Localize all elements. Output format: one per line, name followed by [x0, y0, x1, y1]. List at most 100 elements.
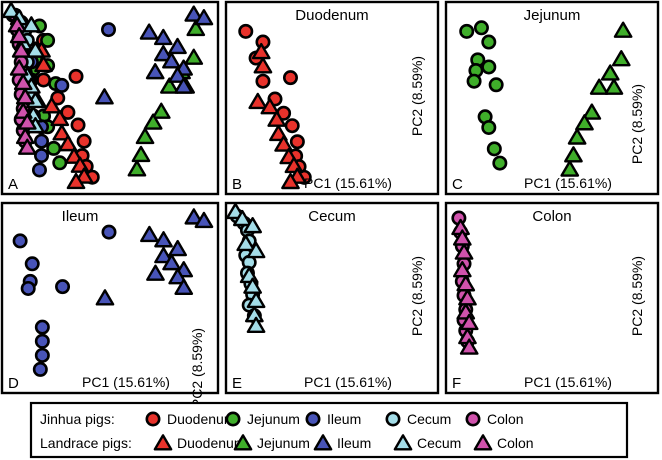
panel-title: Duodenum: [295, 7, 368, 24]
x-axis-label: PC1 (15.61%): [304, 175, 392, 191]
landrace-colon-point: [9, 27, 29, 44]
landrace-duodenum-point: [52, 124, 72, 141]
landrace-cecum-point: [246, 241, 266, 259]
landrace-cecum-point: [232, 209, 252, 227]
legend-entry-label: Jejunum: [247, 411, 300, 427]
landrace-duodenum-point: [251, 42, 271, 60]
legend-row-label: Landrace pigs:: [40, 435, 132, 451]
x-axis-label: PC1 (15.61%): [524, 374, 612, 390]
landrace-ileum-point: [146, 264, 165, 281]
landrace-jejunum-point: [143, 113, 163, 130]
panel-a: A: [0, 0, 220, 196]
jinhua-duodenum-point: [76, 133, 92, 149]
landrace-colon-point: [9, 59, 29, 76]
landrace-ileum-point: [184, 208, 204, 225]
jinhua-jejunum-point: [488, 77, 504, 93]
jinhua-ileum-point: [31, 162, 47, 178]
panel-title: Jejunum: [524, 7, 581, 24]
panel-title: Cecum: [308, 208, 356, 225]
landrace-ileum-point: [168, 268, 188, 285]
landrace-ileum-point: [168, 66, 187, 83]
landrace-ileum-point: [168, 239, 188, 257]
landrace-duodenum-point: [58, 134, 78, 152]
panel-c: C Jejunum PC1 (15.61%) PC2 (8.59%): [444, 0, 660, 196]
landrace-duodenum-point: [260, 98, 280, 115]
landrace-jejunum-point: [589, 78, 609, 95]
landrace-jejunum-point: [575, 114, 594, 131]
landrace-ileum-point: [153, 45, 173, 62]
jinhua-ileum-point: [34, 148, 50, 164]
landrace-duodenum-point: [42, 97, 62, 114]
landrace-cecum-point: [21, 16, 41, 33]
panel-letter: E: [232, 375, 242, 392]
landrace-ileum-point: [174, 77, 193, 94]
jinhua-ileum-point: [12, 233, 28, 249]
landrace-jejunum-point: [604, 78, 624, 95]
landrace-jejunum-point: [582, 103, 602, 120]
x-axis-label: PC1 (15.61%): [82, 374, 170, 390]
landrace-colon-point: [454, 243, 474, 260]
panel-letter: D: [8, 375, 19, 392]
legend-entry-duodenum: Duodenum: [153, 434, 246, 451]
legend-entry-label: Colon: [497, 435, 534, 451]
legend-entry-label: Duodenum: [177, 435, 246, 451]
jinhua-duodenum-point: [289, 134, 305, 150]
landrace-cecum-point: [243, 216, 263, 234]
jinhua-duodenum-point: [238, 23, 254, 39]
landrace-cecum-point: [1, 1, 21, 19]
jinhua-jejunum-point: [492, 155, 508, 171]
jinhua-jejunum-point: [481, 59, 497, 75]
legend-entry-label: Cecum: [407, 411, 451, 427]
jinhua-duodenum-point: [70, 117, 86, 133]
legend-entry-cecum: Cecum: [393, 434, 461, 451]
jinhua-duodenum-point: [282, 70, 298, 86]
jinhua-jejunum-point: [52, 155, 68, 171]
landrace-jejunum-point: [600, 64, 620, 81]
jinhua-duodenum-point: [284, 118, 300, 134]
jinhua-ileum-point: [34, 347, 50, 363]
y-axis-label: PC2 (8.59%): [629, 256, 645, 336]
jinhua-jejunum-point: [473, 20, 489, 36]
landrace-ileum-point: [95, 88, 114, 105]
landrace-ileum-point: [194, 211, 214, 229]
landrace-jejunum-point: [560, 160, 580, 177]
jinhua-duodenum-point: [68, 68, 84, 84]
legend-entry-label: Ileum: [337, 435, 371, 451]
panel-e: E Cecum PC1 (15.61%) PC2 (8.59%): [224, 201, 440, 395]
y-axis-label: PC2 (8.59%): [629, 84, 645, 164]
landrace-colon-point: [459, 313, 479, 331]
jinhua-ileum-point: [101, 224, 117, 240]
legend-entry-duodenum: Duodenum: [145, 411, 236, 427]
legend-entry-colon: Colon: [465, 411, 524, 427]
landrace-ileum-point: [145, 62, 165, 80]
landrace-jejunum-point: [611, 50, 631, 67]
landrace-cecum-point: [246, 291, 266, 309]
landrace-jejunum-point: [135, 127, 155, 145]
legend-entry-cecum: Cecum: [385, 411, 451, 427]
jinhua-jejunum-point: [481, 34, 497, 50]
y-axis-label: PC2 (8.59%): [409, 56, 425, 136]
y-axis-label: PC2 (8.59%): [409, 256, 425, 336]
panel-letter: F: [452, 375, 461, 392]
landrace-jejunum-point: [131, 145, 151, 163]
legend-entry-label: Duodenum: [167, 411, 236, 427]
legend-entry-label: Jejunum: [257, 435, 310, 451]
landrace-ileum-point: [153, 28, 173, 46]
landrace-ileum-point: [174, 278, 194, 295]
panel-b: B Duodenum PC1 (15.61%) PC2 (8.59%): [224, 0, 440, 196]
jinhua-ileum-point: [54, 77, 70, 93]
landrace-cecum-point: [246, 316, 266, 334]
legend-entry-label: Ileum: [327, 411, 361, 427]
landrace-cecum-point: [243, 277, 263, 294]
landrace-colon-point: [17, 113, 37, 130]
landrace-duodenum-point: [253, 57, 273, 74]
legend-entry-jejunum: Jejunum: [225, 411, 300, 427]
landrace-duodenum-point: [267, 110, 287, 127]
landrace-ileum-point: [162, 253, 181, 271]
landrace-jejunum-point: [567, 128, 587, 145]
legend-entry-ileum: Ileum: [305, 411, 361, 427]
landrace-ileum-point: [154, 231, 173, 248]
jinhua-jejunum-point: [459, 23, 475, 39]
jinhua-duodenum-point: [255, 73, 271, 89]
landrace-ileum-point: [154, 246, 173, 264]
